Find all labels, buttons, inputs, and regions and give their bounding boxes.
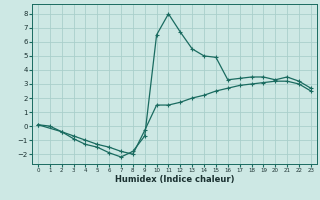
X-axis label: Humidex (Indice chaleur): Humidex (Indice chaleur)	[115, 175, 234, 184]
